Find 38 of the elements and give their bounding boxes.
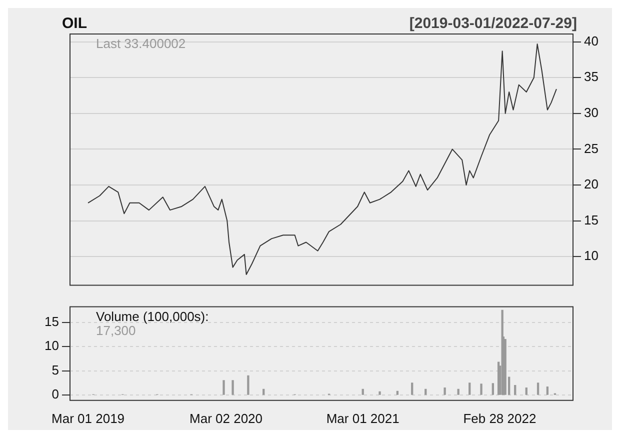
y-tick-label: 40 [584, 33, 598, 48]
chart-subtitle: [2019-03-01/2022-07-29] [409, 15, 577, 32]
y-tick-label: 0 [52, 386, 59, 402]
bar [457, 388, 460, 395]
bar [378, 391, 381, 395]
annotation: Volume (100,000s): [96, 308, 209, 324]
y-tick-label: 15 [44, 314, 59, 329]
annotation: 17,300 [96, 322, 136, 338]
bar [362, 388, 364, 395]
y-tick-label: 10 [44, 338, 59, 354]
annotation: Last 33.400002 [96, 36, 186, 51]
bar [424, 388, 427, 395]
bar [247, 375, 250, 395]
bar [546, 386, 549, 395]
bar [411, 382, 414, 395]
bar [222, 380, 225, 395]
y-tick-label: 30 [584, 105, 598, 120]
bar [396, 390, 399, 395]
y-tick-label: 15 [584, 212, 598, 228]
y-tick-label: 35 [584, 69, 598, 84]
bar [468, 382, 471, 395]
bar [444, 387, 446, 395]
bar [525, 387, 528, 395]
bar [514, 385, 516, 395]
x-tick-label: Mar 01 2021 [326, 410, 400, 426]
y-tick-label: 25 [584, 140, 598, 156]
x-tick-label: Mar 02 2020 [190, 410, 263, 426]
chart-title: OIL [62, 15, 87, 32]
x-tick-label: Feb 28 2022 [463, 410, 536, 426]
x-tick-label: Mar 01 2019 [52, 410, 125, 426]
y-tick-label: 5 [52, 362, 59, 378]
bar [480, 384, 482, 395]
bar [262, 388, 265, 395]
y-tick-label: 20 [584, 176, 598, 192]
bar [536, 382, 540, 395]
y-tick-label: 10 [584, 248, 598, 264]
bar [232, 380, 234, 395]
bar [492, 383, 494, 395]
